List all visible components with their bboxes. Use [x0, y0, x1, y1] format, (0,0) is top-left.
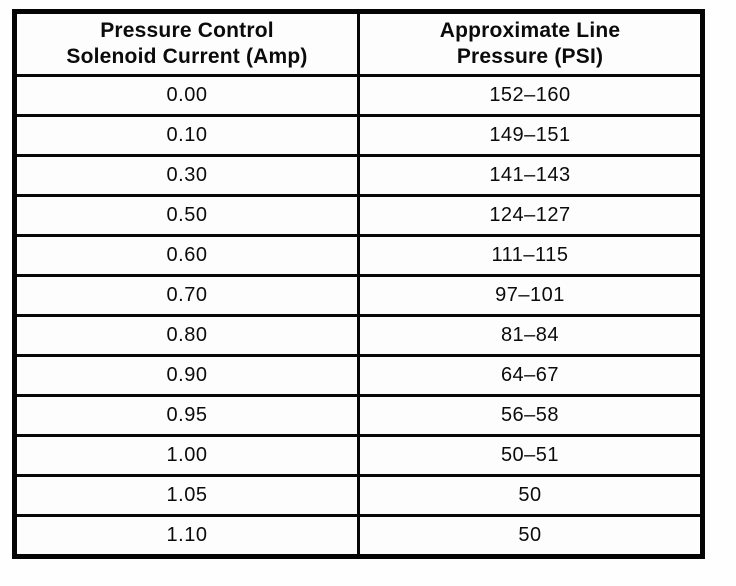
- pressure-cell: 50: [357, 514, 704, 558]
- current-cell: 0.60: [13, 234, 360, 277]
- table-row: 1.10 50: [13, 514, 704, 558]
- pressure-cell: 81–84: [357, 314, 704, 357]
- header-row: Pressure Control Solenoid Current (Amp) …: [13, 10, 704, 77]
- table-row: 0.50 124–127: [13, 194, 704, 237]
- header-line: Solenoid Current (Amp): [66, 45, 308, 68]
- table-row: 0.30 141–143: [13, 154, 704, 197]
- current-cell: 0.95: [13, 394, 360, 437]
- table-row: 0.70 97–101: [13, 274, 704, 317]
- pressure-cell: 111–115: [357, 234, 704, 277]
- current-cell: 1.05: [13, 474, 360, 517]
- header-line: Pressure (PSI): [456, 45, 604, 68]
- current-cell: 1.10: [13, 514, 360, 558]
- table-row: 0.80 81–84: [13, 314, 704, 357]
- header-cell-line-pressure: Approximate Line Pressure (PSI): [357, 10, 704, 77]
- current-cell: 0.90: [13, 354, 360, 397]
- pressure-cell: 50: [357, 474, 704, 517]
- table-header: Pressure Control Solenoid Current (Amp) …: [13, 10, 704, 77]
- table-row: 0.00 152–160: [13, 74, 704, 117]
- table-row: 0.95 56–58: [13, 394, 704, 437]
- table-row: 0.10 149–151: [13, 114, 704, 157]
- header-line: Pressure Control: [100, 18, 274, 42]
- pressure-solenoid-table: Pressure Control Solenoid Current (Amp) …: [12, 9, 705, 559]
- current-cell: 0.70: [13, 274, 360, 317]
- pressure-cell: 56–58: [357, 394, 704, 437]
- table-row: 0.90 64–67: [13, 354, 704, 397]
- current-cell: 1.00: [13, 434, 360, 477]
- pressure-cell: 97–101: [357, 274, 704, 317]
- pressure-cell: 64–67: [357, 354, 704, 397]
- table-row: 0.60 111–115: [13, 234, 704, 277]
- header-cell-solenoid-current: Pressure Control Solenoid Current (Amp): [13, 10, 360, 77]
- current-cell: 0.10: [13, 114, 360, 157]
- pressure-cell: 124–127: [357, 194, 704, 237]
- current-cell: 0.00: [13, 74, 360, 117]
- current-cell: 0.50: [13, 194, 360, 237]
- table-body: 0.00 152–160 0.10 149–151 0.30 141–143 0…: [13, 74, 704, 558]
- header-line: Approximate Line: [439, 18, 621, 42]
- current-cell: 0.80: [13, 314, 360, 357]
- pressure-cell: 149–151: [357, 114, 704, 157]
- current-cell: 0.30: [13, 154, 360, 197]
- pressure-cell: 152–160: [357, 74, 704, 117]
- table-row: 1.00 50–51: [13, 434, 704, 477]
- table-row: 1.05 50: [13, 474, 704, 517]
- pressure-cell: 141–143: [357, 154, 704, 197]
- pressure-cell: 50–51: [357, 434, 704, 477]
